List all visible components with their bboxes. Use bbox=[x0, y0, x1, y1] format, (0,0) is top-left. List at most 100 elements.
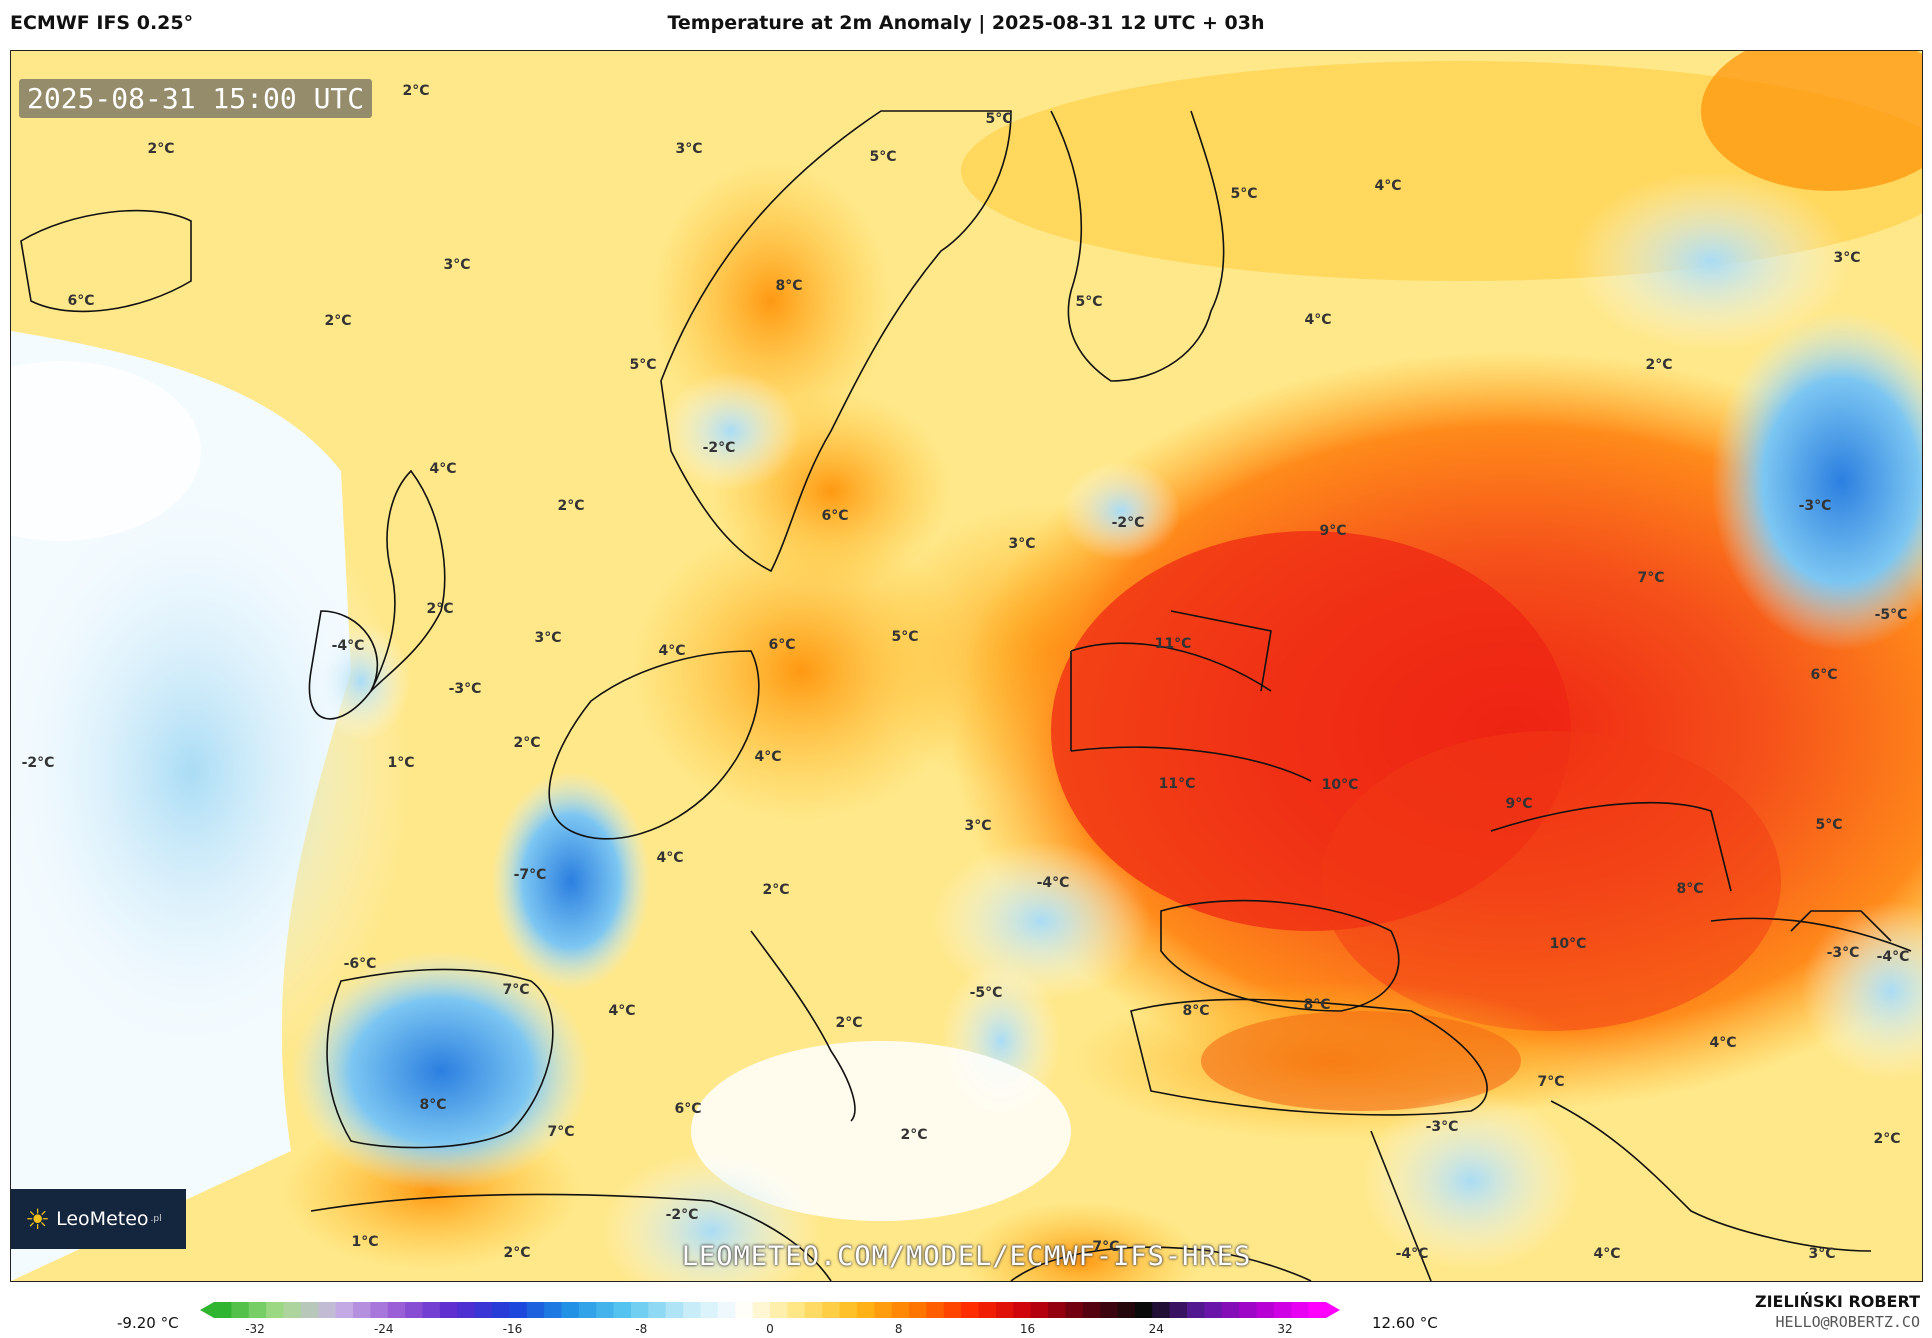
anomaly-label: 3°C bbox=[675, 141, 703, 157]
anomaly-label: 6°C bbox=[821, 508, 849, 524]
anomaly-label: -4°C bbox=[1395, 1246, 1429, 1262]
colorbar-tick-label: -24 bbox=[373, 1322, 394, 1336]
anomaly-label: -5°C bbox=[1874, 607, 1908, 623]
colorbar-cell bbox=[353, 1302, 371, 1318]
anomaly-label: 5°C bbox=[629, 357, 657, 373]
colorbar-cell bbox=[318, 1302, 337, 1318]
anomaly-label: 2°C bbox=[900, 1127, 928, 1143]
colorbar-cell bbox=[665, 1302, 684, 1318]
colorbar-cell bbox=[1308, 1302, 1327, 1318]
anomaly-label: 2°C bbox=[835, 1015, 863, 1031]
colorbar-cell bbox=[474, 1302, 493, 1318]
anomaly-label: 5°C bbox=[869, 149, 897, 165]
colorbar-cell bbox=[648, 1302, 667, 1318]
colorbar-cell bbox=[1100, 1302, 1118, 1318]
colorbar-cell bbox=[1013, 1302, 1032, 1318]
colorbar-cell bbox=[1239, 1302, 1257, 1318]
logo-text: LeoMeteo bbox=[56, 1208, 149, 1230]
colorbar-tick-label: -8 bbox=[635, 1322, 648, 1336]
anomaly-label: 7°C bbox=[547, 1124, 575, 1140]
anomaly-label: 4°C bbox=[1593, 1246, 1621, 1262]
colorbar-tick-label: 8 bbox=[894, 1322, 903, 1336]
colorbar-cell bbox=[631, 1302, 649, 1318]
colorbar-cell bbox=[1152, 1302, 1171, 1318]
colorbar-cell bbox=[1169, 1302, 1188, 1318]
colorbar-cell bbox=[1065, 1302, 1084, 1318]
colorbar-cell bbox=[1134, 1302, 1153, 1318]
colorbar-cell bbox=[891, 1302, 910, 1318]
anomaly-label: 11°C bbox=[1154, 636, 1192, 652]
anomaly-label: 4°C bbox=[1304, 312, 1332, 328]
colorbar-cell bbox=[1187, 1302, 1205, 1318]
anomaly-label: -3°C bbox=[1826, 945, 1860, 961]
colorbar-cell bbox=[909, 1302, 927, 1318]
colorbar-cell bbox=[978, 1302, 997, 1318]
colorbar-cell bbox=[1273, 1302, 1292, 1318]
anomaly-label: 2°C bbox=[1873, 1131, 1901, 1147]
colorbar-cell bbox=[1048, 1302, 1066, 1318]
anomaly-label: 3°C bbox=[1833, 250, 1861, 266]
colorbar-cell bbox=[422, 1302, 441, 1318]
colorbar-cell bbox=[578, 1302, 597, 1318]
colorbar-tick-label: 32 bbox=[1277, 1322, 1293, 1336]
colorbar-cell bbox=[839, 1302, 858, 1318]
anomaly-label: -2°C bbox=[702, 440, 736, 456]
anomaly-label: -7°C bbox=[513, 867, 547, 883]
anomaly-label: -2°C bbox=[665, 1207, 699, 1223]
anomaly-label: 6°C bbox=[67, 293, 95, 309]
colorbar-cell bbox=[248, 1302, 267, 1318]
colorbar-min-label: -9.20 °C bbox=[117, 1314, 179, 1332]
colorbar-cell bbox=[1030, 1302, 1049, 1318]
anomaly-label: 3°C bbox=[1008, 536, 1036, 552]
colorbar-cell bbox=[1082, 1302, 1101, 1318]
colorbar-cell bbox=[457, 1302, 476, 1318]
colorbar-cell bbox=[787, 1302, 806, 1318]
anomaly-label: -4°C bbox=[331, 638, 365, 654]
anomaly-label: 4°C bbox=[754, 749, 782, 765]
anomaly-label: 10°C bbox=[1321, 777, 1359, 793]
colorbar-cell bbox=[683, 1302, 701, 1318]
colorbar-cell bbox=[1221, 1302, 1240, 1318]
anomaly-label: -2°C bbox=[1111, 515, 1145, 531]
colorbar-cell bbox=[231, 1302, 250, 1318]
anomaly-label: 3°C bbox=[1808, 1246, 1836, 1262]
anomaly-label: 8°C bbox=[1303, 997, 1331, 1013]
logo-suffix: .pl bbox=[150, 1214, 162, 1224]
colorbar-cell bbox=[961, 1302, 979, 1318]
anomaly-label: 3°C bbox=[443, 257, 471, 273]
anomaly-label: -6°C bbox=[343, 956, 377, 972]
anomaly-label: 2°C bbox=[426, 601, 454, 617]
anomaly-label: 3°C bbox=[534, 630, 562, 646]
colorbar-cell bbox=[300, 1302, 319, 1318]
colorbar-cell bbox=[735, 1302, 754, 1318]
colorbar-tick-label: 16 bbox=[1019, 1322, 1036, 1336]
anomaly-label: -3°C bbox=[1798, 498, 1832, 514]
colorbar-cell bbox=[752, 1302, 771, 1318]
anomaly-label: 4°C bbox=[656, 850, 684, 866]
colorbar-cell bbox=[283, 1302, 302, 1318]
anomaly-label: 8°C bbox=[419, 1097, 447, 1113]
anomaly-label: 1°C bbox=[351, 1234, 379, 1250]
anomaly-label: 2°C bbox=[402, 83, 430, 99]
author-email: HELLO@ROBERTZ.CO bbox=[1775, 1313, 1921, 1331]
colorbar-cell bbox=[1291, 1302, 1310, 1318]
anomaly-label: 10°C bbox=[1549, 936, 1587, 952]
colorbar-cell bbox=[561, 1302, 580, 1318]
colorbar-cell bbox=[700, 1302, 719, 1318]
anomaly-label: 5°C bbox=[1815, 817, 1843, 833]
anomaly-label: 8°C bbox=[775, 278, 803, 294]
colorbar-cell bbox=[1204, 1302, 1223, 1318]
colorbar-cell bbox=[1117, 1302, 1136, 1318]
anomaly-label: 4°C bbox=[1709, 1035, 1737, 1051]
anomaly-label: 2°C bbox=[1645, 357, 1673, 373]
author-name: ZIELIŃSKI ROBERT bbox=[1754, 1292, 1920, 1311]
colorbar-cell bbox=[856, 1302, 875, 1318]
anomaly-label: -4°C bbox=[1876, 949, 1910, 965]
valid-time-stamp: 2025-08-31 15:00 UTC bbox=[19, 79, 373, 118]
colorbar-cell bbox=[717, 1302, 736, 1318]
colorbar-cell bbox=[335, 1302, 354, 1318]
anomaly-label: 8°C bbox=[1676, 881, 1704, 897]
colorbar-cell bbox=[822, 1302, 840, 1318]
anomaly-label: 2°C bbox=[513, 735, 541, 751]
anomaly-label: 9°C bbox=[1505, 796, 1533, 812]
